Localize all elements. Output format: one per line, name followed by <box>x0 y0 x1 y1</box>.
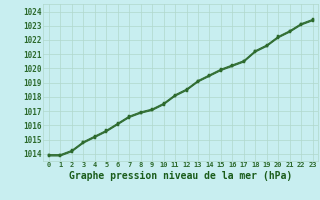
X-axis label: Graphe pression niveau de la mer (hPa): Graphe pression niveau de la mer (hPa) <box>69 171 292 181</box>
